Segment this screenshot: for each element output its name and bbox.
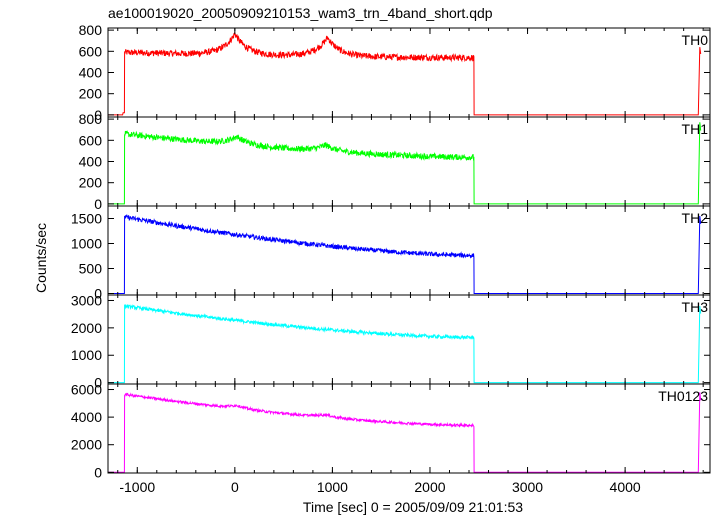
x-tick-label: 3000 bbox=[512, 479, 543, 495]
y-tick-label: 400 bbox=[79, 154, 103, 170]
chart-title: ae100019020_20050909210153_wam3_trn_4ban… bbox=[108, 5, 493, 21]
y-tick-label: 500 bbox=[79, 261, 103, 277]
x-axis-label: Time [sec] 0 = 2005/09/09 21:01:53 bbox=[303, 499, 523, 515]
panel-frame bbox=[107, 383, 711, 474]
x-tick-label: 2000 bbox=[414, 479, 445, 495]
x-tick-label: 4000 bbox=[610, 479, 641, 495]
panel-frame bbox=[107, 294, 711, 385]
series-line-th0123 bbox=[108, 392, 702, 473]
panel-name-th2: TH2 bbox=[682, 210, 709, 226]
y-tick-label: 4000 bbox=[71, 409, 102, 425]
panel-frame bbox=[107, 205, 711, 296]
y-tick-label: 1000 bbox=[71, 236, 102, 252]
y-tick-label: 200 bbox=[79, 86, 103, 102]
y-tick-label: 0 bbox=[94, 196, 102, 212]
y-tick-label: 0 bbox=[94, 464, 102, 480]
panel-name-th1: TH1 bbox=[682, 121, 709, 137]
panel-name-th3: TH3 bbox=[682, 299, 709, 315]
y-tick-label: 2000 bbox=[71, 437, 102, 453]
panel-th0123: 0 2000 4000 6000 TH0123 -1000 0 1000 2000 3000 400… bbox=[71, 382, 711, 495]
x-tick-label: -1000 bbox=[119, 479, 155, 495]
series-line-th3 bbox=[108, 303, 702, 384]
series-line-th1 bbox=[108, 122, 702, 205]
panel-name-th0123: TH0123 bbox=[658, 388, 708, 404]
y-tick-label: 600 bbox=[79, 43, 103, 59]
y-tick-label: 1500 bbox=[71, 211, 102, 227]
x-tick-label: 1000 bbox=[317, 479, 348, 495]
panel-name-th0: TH0 bbox=[682, 32, 709, 48]
series-line-th2 bbox=[108, 213, 702, 294]
panel-th1: 0 200 400 600 800 TH1 bbox=[79, 111, 711, 212]
y-tick-label: 1000 bbox=[71, 347, 102, 363]
y-tick-label: 2000 bbox=[71, 320, 102, 336]
y-axis-label: Counts/sec bbox=[33, 223, 49, 293]
y-tick-label: 0 bbox=[94, 286, 102, 302]
y-tick-label: 3000 bbox=[71, 292, 102, 308]
panel-th3: 0 1000 2000 3000 TH3 bbox=[71, 292, 711, 391]
y-tick-label: 600 bbox=[79, 132, 103, 148]
y-tick-label: 0 bbox=[94, 107, 102, 123]
y-tick-label: 200 bbox=[79, 175, 103, 191]
y-tick-label: 800 bbox=[79, 22, 103, 38]
panel-th2: 0 500 1000 1500 TH2 bbox=[71, 205, 711, 302]
panel-th0: 0 200 400 600 800 TH0 bbox=[79, 22, 711, 123]
panels-group: 0 200 400 600 800 TH0 0 200 400 600 800 TH1 0 500 1000… bbox=[71, 22, 711, 495]
y-tick-label: 6000 bbox=[71, 382, 102, 398]
y-tick-label: 400 bbox=[79, 65, 103, 81]
panel-frame bbox=[107, 27, 711, 118]
series-line-th0 bbox=[108, 32, 702, 116]
x-tick-label: 0 bbox=[231, 479, 239, 495]
panel-frame bbox=[107, 116, 711, 207]
y-tick-label: 0 bbox=[94, 375, 102, 391]
y-tick-label: 800 bbox=[79, 111, 103, 127]
